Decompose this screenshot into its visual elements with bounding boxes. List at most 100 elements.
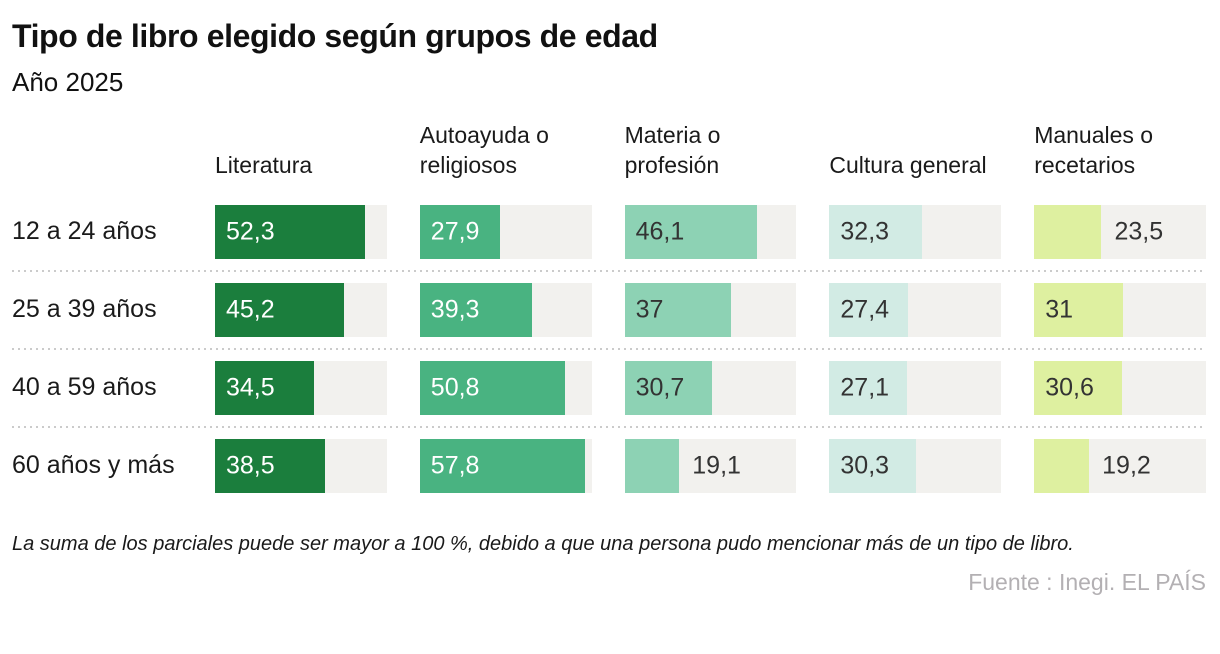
- bar: [624, 204, 757, 259]
- bar-value-label: 27,4: [840, 295, 890, 324]
- bar-value-label: 34,5: [226, 373, 275, 402]
- row-label: 12 a 24 años: [12, 217, 157, 246]
- bar-track: 27,9: [419, 204, 592, 259]
- bar: [215, 204, 365, 259]
- bar-value-label: 45,2: [226, 295, 275, 324]
- bar-track: 34,5: [215, 360, 387, 415]
- row-label: 25 a 39 años: [12, 295, 157, 324]
- column-header-row: Literatura Autoayuda o religiosos Materi…: [12, 120, 1206, 194]
- column-header-autoayuda: Autoayuda o religiosos: [419, 122, 549, 179]
- bar: [829, 438, 917, 493]
- bar-cell: 45,2: [215, 282, 387, 337]
- bar-value-label: 23,5: [1114, 217, 1164, 246]
- bar: [419, 438, 586, 493]
- bar-value-label: 46,1: [635, 217, 685, 246]
- row-separator: [12, 347, 1206, 350]
- bar-value-label: 31: [1045, 295, 1073, 324]
- bar: [829, 204, 922, 259]
- bar-cell: 37: [624, 282, 797, 337]
- bar-track: 52,3: [215, 204, 387, 259]
- bar-track: 50,8: [419, 360, 592, 415]
- row-separator: [12, 425, 1206, 428]
- bar: [419, 282, 533, 337]
- chart-row-60-mas: 60 años y más 38,5 57,8 19,1 30,3 19,2: [12, 428, 1206, 504]
- bar-cell: 50,8: [419, 360, 592, 415]
- bar-track: 19,1: [624, 438, 797, 493]
- bar: [1034, 360, 1122, 415]
- bar-cell: 31: [1034, 282, 1206, 337]
- bar-value-label: 37: [635, 295, 664, 324]
- row-label: 60 años y más: [12, 451, 175, 480]
- bar-value-label: 52,3: [226, 217, 275, 246]
- bar: [624, 360, 713, 415]
- bar-cell: 38,5: [215, 438, 387, 493]
- bar: [624, 438, 680, 493]
- bar-value-label: 39,3: [430, 295, 480, 324]
- row-label: 40 a 59 años: [12, 373, 157, 402]
- bar-value-label: 57,8: [430, 451, 480, 480]
- bar: [1034, 438, 1090, 493]
- bar-value-label: 27,9: [430, 217, 480, 246]
- bar-cell: 19,2: [1034, 438, 1206, 493]
- bar-cell: 27,9: [419, 204, 592, 259]
- bar: [215, 282, 345, 337]
- chart-row-40-59: 40 a 59 años 34,5 50,8 30,7 27,1 30,6: [12, 350, 1206, 426]
- bar-track: 46,1: [624, 204, 797, 259]
- bar: [1034, 282, 1123, 337]
- bar-cell: 27,4: [829, 282, 1002, 337]
- chart-row-25-39: 25 a 39 años 45,2 39,3 37 27,4 31: [12, 272, 1206, 348]
- bar-cell: 30,6: [1034, 360, 1206, 415]
- bar-cell: 19,1: [624, 438, 797, 493]
- bar: [419, 204, 500, 259]
- column-header-materia: Materia o profesión: [624, 122, 721, 179]
- column-header-cultura: Cultura general: [829, 152, 987, 179]
- bar-track: 31: [1034, 282, 1206, 337]
- bar-cell: 23,5: [1034, 204, 1206, 259]
- bar-track: 37: [624, 282, 797, 337]
- column-header-literatura: Literatura: [215, 152, 313, 179]
- bar-value-label: 30,6: [1045, 373, 1094, 402]
- bar-cell: 34,5: [215, 360, 387, 415]
- bar-cell: 39,3: [419, 282, 592, 337]
- bar-track: 27,4: [829, 282, 1002, 337]
- bar: [829, 360, 907, 415]
- bar-track: 23,5: [1034, 204, 1206, 259]
- bar-cell: 30,7: [624, 360, 797, 415]
- bar-value-label: 38,5: [226, 451, 275, 480]
- bar-track: 30,6: [1034, 360, 1206, 415]
- bar-track: 45,2: [215, 282, 387, 337]
- bar: [215, 360, 314, 415]
- chart-row-12-24: 12 a 24 años 52,3 27,9 46,1 32,3 23,5: [12, 194, 1206, 270]
- bar-value-label: 27,1: [840, 373, 890, 402]
- bar: [215, 438, 326, 493]
- bar: [829, 282, 908, 337]
- bar-cell: 27,1: [829, 360, 1002, 415]
- bar-value-label: 32,3: [840, 217, 890, 246]
- row-separator: [12, 269, 1206, 272]
- bar-value-label: 50,8: [430, 373, 480, 402]
- bar-track: 30,3: [829, 438, 1002, 493]
- bar-value-label: 30,3: [840, 451, 890, 480]
- chart-title: Tipo de libro elegido según grupos de ed…: [12, 18, 658, 54]
- chart-footnote: La suma de los parciales puede ser mayor…: [12, 532, 1074, 555]
- bar-cell: 30,3: [829, 438, 1002, 493]
- column-header-manuales: Manuales o recetarios: [1034, 122, 1154, 179]
- bar-cell: 57,8: [419, 438, 592, 493]
- bar-track: 32,3: [829, 204, 1002, 259]
- bar-track: 38,5: [215, 438, 387, 493]
- bar: [419, 360, 566, 415]
- bar-track: 27,1: [829, 360, 1002, 415]
- bar: [1034, 204, 1102, 259]
- bar-track: 19,2: [1034, 438, 1206, 493]
- chart-subtitle: Año 2025: [12, 67, 124, 97]
- source-credit: Fuente : Inegi. EL PAÍS: [968, 568, 1206, 595]
- bar-track: 39,3: [419, 282, 592, 337]
- bar-value-label: 19,2: [1102, 451, 1151, 480]
- bar-track: 57,8: [419, 438, 592, 493]
- bar-cell: 52,3: [215, 204, 387, 259]
- bar-value-label: 19,1: [692, 451, 741, 480]
- bar-cell: 46,1: [624, 204, 797, 259]
- bar-cell: 32,3: [829, 204, 1002, 259]
- bar-value-label: 30,7: [635, 373, 685, 402]
